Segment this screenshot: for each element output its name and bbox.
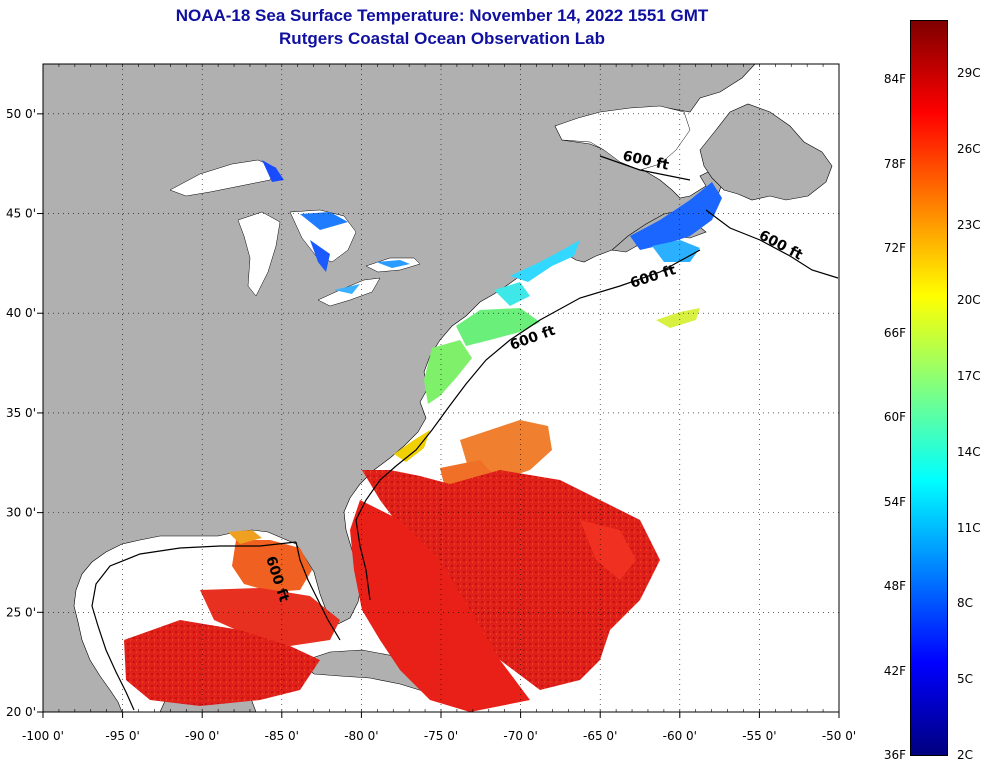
lon-label: -90 0' (185, 729, 219, 743)
sst-gulf-stream (350, 420, 660, 712)
gulf-st-lawrence (554, 105, 691, 171)
lon-label: -95 0' (105, 729, 139, 743)
colorbar-f-label: 48F (883, 579, 906, 593)
lat-label: 20 0' (6, 705, 36, 719)
colorbar-c-label: 5C (957, 672, 974, 687)
lon-label: -60 0' (663, 729, 697, 743)
sst-gulf-of-mexico (124, 530, 340, 706)
colorbar-c-label: 2C (957, 748, 974, 762)
colorbar-c-label: 23C (957, 217, 981, 232)
lon-label: -80 0' (344, 729, 378, 743)
great-lakes-sst (262, 160, 410, 294)
colorbar-c-label: 11C (957, 520, 981, 535)
colorbar-f-label: 78F (883, 156, 906, 171)
graticule (43, 64, 839, 712)
colorbar (910, 20, 948, 756)
lon-label: -75 0' (424, 729, 458, 743)
colorbar-c-label: 14C (957, 444, 981, 459)
lon-label: -55 0' (742, 729, 776, 743)
lon-label: -85 0' (265, 729, 299, 743)
colorbar-f-label: 72F (883, 241, 906, 255)
map-subtitle: Rutgers Coastal Ocean Observation Lab (279, 29, 605, 48)
colorbar-c-label: 29C (957, 66, 981, 80)
lat-label: 40 0' (6, 306, 36, 320)
lat-label: 45 0' (6, 207, 36, 221)
colorbar-c-label: 20C (957, 293, 981, 308)
lon-label: -50 0' (822, 729, 856, 743)
land-newfoundland (699, 103, 833, 201)
sst-map: 600 ft 600 ft 600 ft 600 ft 600 ft -100 … (6, 63, 856, 743)
colorbar-c-label: 8C (957, 596, 974, 611)
colorbar-f-label: 54F (883, 494, 906, 509)
colorbar-c-label: 26C (957, 141, 981, 156)
lat-label: 35 0' (6, 406, 36, 420)
colorbar-f-label: 60F (883, 410, 906, 424)
great-lakes (169, 159, 421, 307)
colorbar-gradient (911, 21, 947, 755)
axis-ticks: -100 0' -95 0' -90 0' -85 0' -80 0' -75 0' -70… (6, 64, 856, 743)
colorbar-f-label: 84F (883, 72, 906, 86)
map-title: NOAA-18 Sea Surface Temperature: Novembe… (175, 6, 709, 25)
colorbar-f-label: 36F (883, 748, 906, 762)
colorbar-c-label: 17C (957, 369, 981, 384)
colorbar-f-label: 42F (883, 663, 906, 678)
plot-border (42, 63, 840, 713)
lat-label: 50 0' (6, 107, 36, 121)
depth-contour-600ft (91, 155, 839, 711)
lon-label: -65 0' (583, 729, 617, 743)
lat-label: 30 0' (6, 506, 36, 520)
lon-label: -70 0' (503, 729, 537, 743)
lon-label: -100 0' (22, 729, 64, 743)
colorbar-f-label: 66F (883, 325, 906, 340)
lat-label: 25 0' (6, 605, 36, 619)
